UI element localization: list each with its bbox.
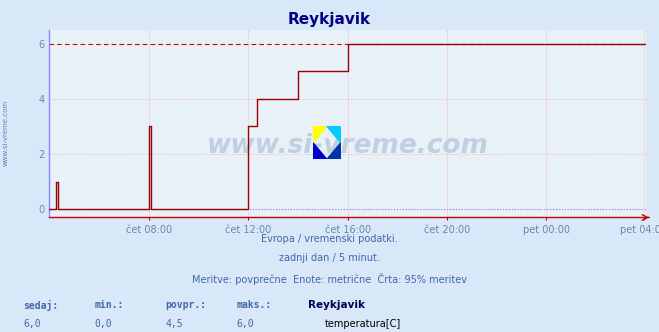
Text: temperatura[C]: temperatura[C] [325, 319, 401, 329]
Text: Reykjavik: Reykjavik [308, 300, 364, 310]
Polygon shape [327, 143, 341, 159]
Text: Evropa / vremenski podatki.: Evropa / vremenski podatki. [261, 234, 398, 244]
Text: www.si-vreme.com: www.si-vreme.com [2, 100, 9, 166]
Text: maks.:: maks.: [237, 300, 272, 310]
Text: Reykjavik: Reykjavik [288, 12, 371, 27]
Text: 6,0: 6,0 [23, 319, 41, 329]
Text: min.:: min.: [94, 300, 124, 310]
Polygon shape [313, 143, 327, 159]
Polygon shape [313, 126, 327, 143]
Text: 4,5: 4,5 [165, 319, 183, 329]
Text: Meritve: povprečne  Enote: metrične  Črta: 95% meritev: Meritve: povprečne Enote: metrične Črta:… [192, 273, 467, 285]
Text: zadnji dan / 5 minut.: zadnji dan / 5 minut. [279, 253, 380, 263]
Polygon shape [327, 126, 341, 143]
Text: 6,0: 6,0 [237, 319, 254, 329]
Text: povpr.:: povpr.: [165, 300, 206, 310]
Text: www.si-vreme.com: www.si-vreme.com [207, 133, 488, 159]
Text: sedaj:: sedaj: [23, 300, 58, 311]
Text: 0,0: 0,0 [94, 319, 112, 329]
